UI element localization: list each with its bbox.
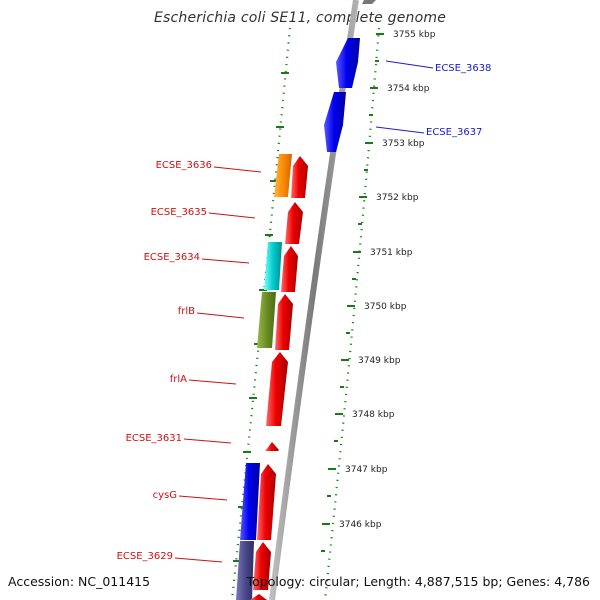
gene-frlb-inner (257, 292, 276, 348)
tick-label: 3753 kbp (382, 139, 425, 149)
tick-label: 3750 kbp (364, 302, 407, 312)
gene-label-reverse: frlB (178, 306, 195, 317)
summary-text: Topology: circular; Length: 4,887,515 bp… (246, 574, 590, 589)
tick-label: 3749 kbp (358, 356, 401, 366)
gene-ecse-3636-red (291, 156, 308, 198)
gene-label-forward: ECSE_3637 (426, 127, 482, 138)
leader-line (208, 212, 256, 219)
tick-label: 3748 kbp (352, 410, 395, 420)
gene-ecse-3637 (324, 92, 346, 152)
leader-line (188, 379, 237, 385)
gene-ecse-3634-red (281, 246, 298, 292)
leader-line (213, 166, 262, 173)
gene-label-reverse: ECSE_3634 (144, 252, 200, 263)
gene-ecse-3638 (336, 38, 360, 88)
leader-line (196, 312, 245, 319)
gene-label-forward: ECSE_3638 (435, 63, 491, 74)
gene-label-reverse: ECSE_3635 (151, 207, 207, 218)
tick-label: 3752 kbp (376, 193, 419, 203)
accession-text: Accession: NC_011415 (8, 574, 151, 589)
gene-ecse-3635-red (285, 202, 303, 244)
gene-bottom-red (250, 594, 267, 600)
gene-frla-red (266, 352, 288, 426)
gene-cysg-red (257, 464, 276, 540)
gene-ecse-3629-inner (236, 541, 254, 600)
gene-frlb-red (275, 294, 293, 350)
tick-label: 3754 kbp (387, 84, 430, 94)
leader-line (178, 495, 228, 501)
map-title: Escherichia coli SE11, complete genome (153, 10, 447, 26)
tick-label: 3747 kbp (345, 465, 388, 475)
backbone-top-cap (362, 0, 376, 4)
leader-line (385, 60, 434, 69)
leader-line (183, 438, 232, 444)
gene-cysg-inner (240, 463, 260, 540)
gene-label-reverse: ECSE_3636 (156, 160, 212, 171)
gene-label-reverse: frlA (170, 374, 187, 385)
gene-ecse-3631-red (265, 442, 279, 451)
gene-ecse-3636-inner (274, 154, 292, 197)
tick-label: 3755 kbp (393, 30, 436, 40)
gene-label-reverse: ECSE_3631 (126, 433, 182, 444)
leader-line (174, 557, 223, 563)
gene-ecse-3634-inner (264, 242, 282, 290)
leader-line (201, 258, 250, 264)
tick-label: 3746 kbp (339, 520, 382, 530)
gene-label-reverse: ECSE_3629 (117, 551, 173, 562)
tick-label: 3751 kbp (370, 248, 413, 258)
leader-line (375, 126, 425, 134)
gene-ecse-3629-red (253, 542, 271, 590)
gene-label-reverse: cysG (153, 490, 177, 501)
